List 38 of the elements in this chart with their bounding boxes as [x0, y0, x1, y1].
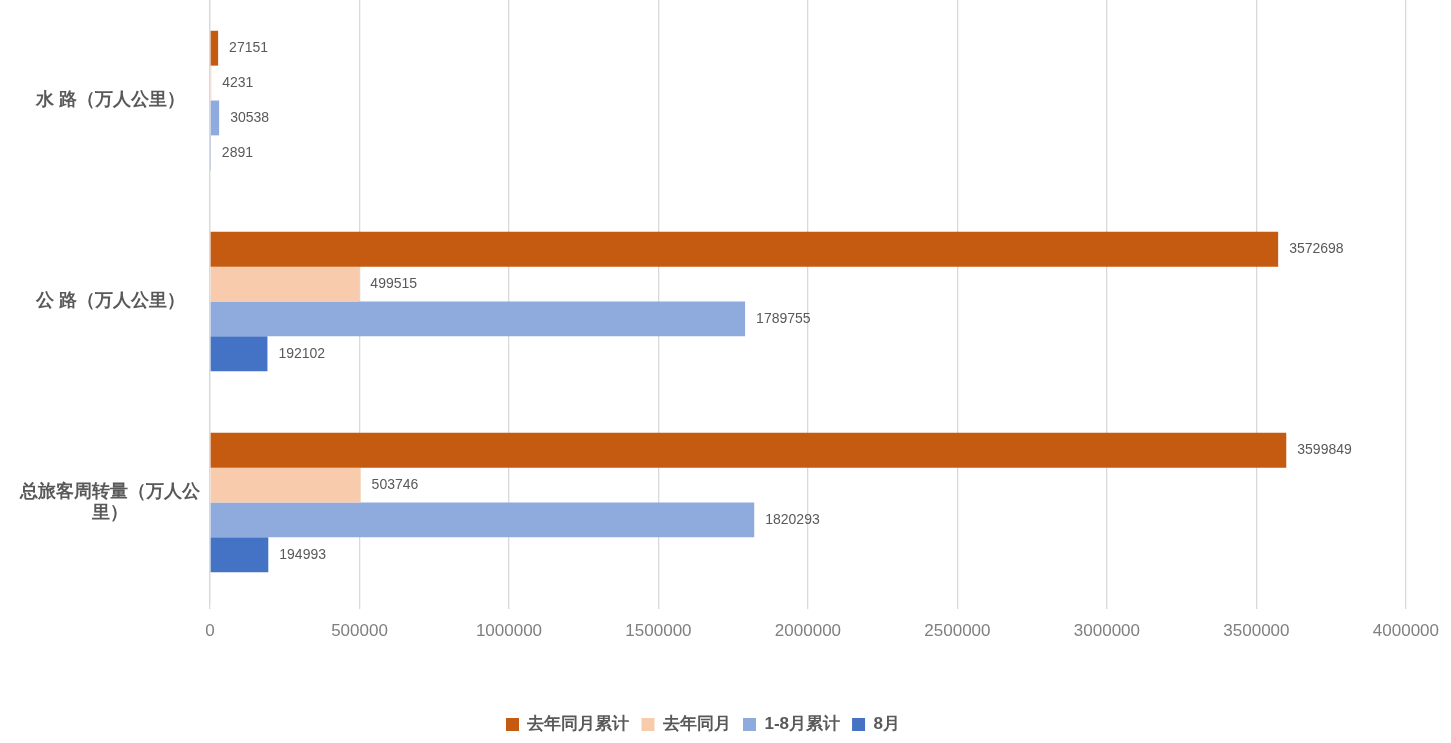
- data-label: 3599849: [1297, 441, 1352, 458]
- bar: [210, 100, 220, 136]
- data-label: 192102: [278, 344, 326, 361]
- data-label: 2891: [221, 143, 254, 160]
- data-label: 30538: [230, 108, 270, 125]
- legend-label: 去年同月累计: [526, 714, 630, 734]
- bar: [210, 467, 361, 503]
- x-tick-label: 1500000: [625, 620, 692, 640]
- legend-label: 1-8月累计: [764, 714, 841, 734]
- data-label: 4231: [222, 73, 254, 90]
- data-label: 3572698: [1289, 240, 1344, 257]
- y-tick-label: 总旅客周转量（万人公里）: [19, 480, 201, 523]
- data-label: 27151: [229, 39, 269, 56]
- x-tick-label: 3000000: [1073, 620, 1141, 640]
- data-label: 194993: [279, 545, 327, 562]
- legend-label: 8月: [873, 714, 901, 734]
- legend-label: 去年同月: [661, 714, 731, 734]
- x-tick-label: 0: [205, 620, 215, 640]
- bar: [210, 537, 269, 573]
- y-tick-label: 公 路（万人公里）: [34, 290, 185, 311]
- x-tick-label: 500000: [331, 620, 388, 640]
- x-tick-label: 4000000: [1372, 620, 1439, 640]
- bar: [210, 336, 268, 372]
- bar: [210, 266, 360, 302]
- bar: [210, 432, 1287, 468]
- x-tick-label: 2000000: [774, 620, 842, 640]
- data-label: 503746: [371, 475, 419, 492]
- data-label: 1820293: [765, 510, 820, 527]
- x-tick-label: 1000000: [475, 620, 543, 640]
- data-label: 1789755: [756, 309, 811, 326]
- bar: [210, 231, 1279, 267]
- y-tick-label: 水 路（万人公里）: [34, 89, 185, 110]
- data-label: 499515: [370, 274, 418, 291]
- bar: [210, 502, 755, 538]
- x-tick-label: 3500000: [1223, 620, 1290, 640]
- bar: [210, 30, 219, 66]
- x-tick-label: 2500000: [924, 620, 991, 640]
- bar: [210, 301, 746, 337]
